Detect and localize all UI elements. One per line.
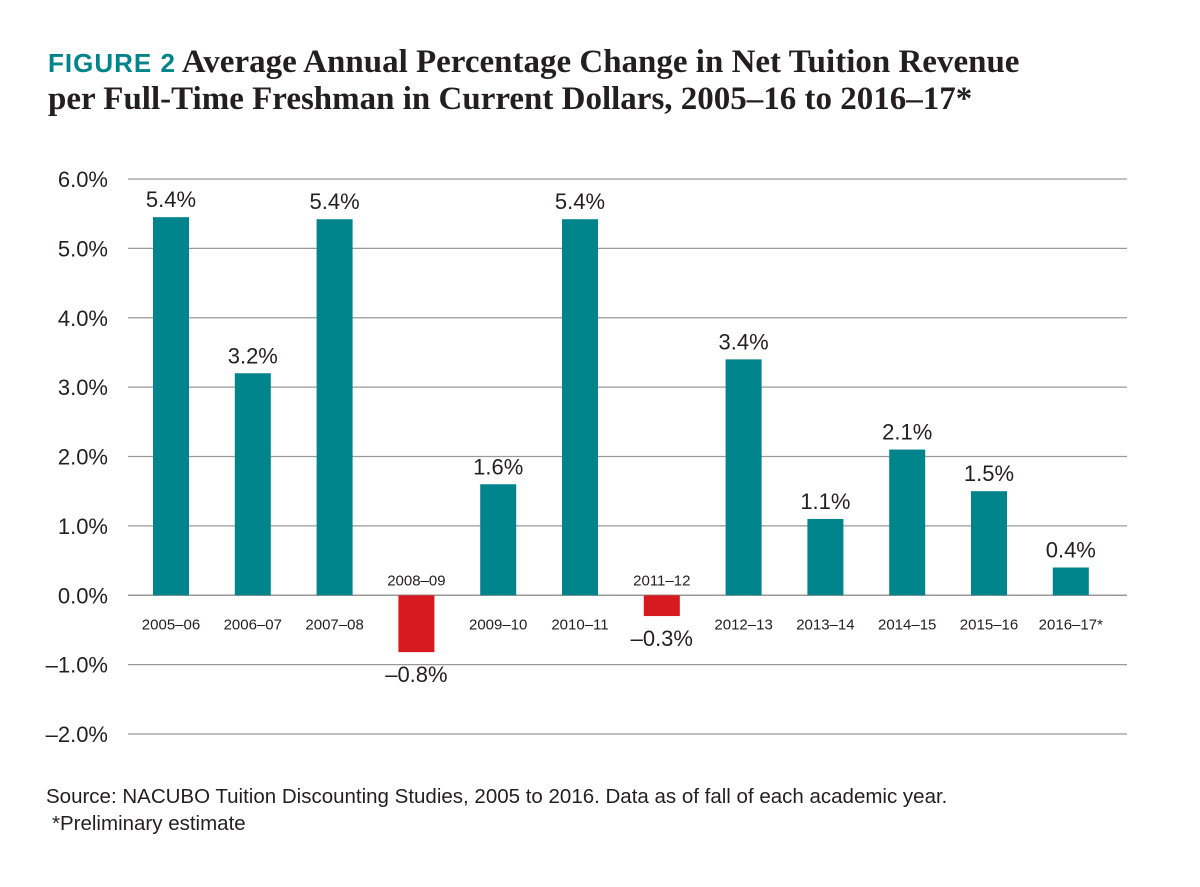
bar [643,595,680,617]
title-line-2: per Full-Time Freshman in Current Dollar… [48,81,973,117]
y-tick-label: 4.0% [58,306,108,331]
data-label: –0.8% [385,662,447,687]
grid-layer [128,178,1127,735]
x-tick-label: 2013–14 [796,616,854,633]
x-tick-label: 2008–09 [387,572,445,589]
x-tick-label: 2005–06 [142,616,200,633]
figure-label: FIGURE 2 [48,48,176,78]
data-label: –0.3% [631,626,693,651]
x-tick-label: 2015–16 [960,616,1018,633]
bar [153,217,189,596]
x-tick-label: 2011–12 [633,572,690,589]
x-axis: 2005–06 2006–07 2007–08 2008–09 2009–10 2010–… [142,572,1103,633]
data-label: 1.6% [473,454,523,479]
bar [971,491,1007,596]
bar [807,518,844,596]
bar [234,373,271,596]
x-tick-label: 2007–08 [305,616,363,633]
y-tick-label: 5.0% [58,236,108,261]
title-line-1: FIGURE 2 Average Annual Percentage Change… [48,44,1168,81]
x-tick-label: 2012–13 [714,616,772,633]
data-labels: 5.4% 3.2% 5.4% –0.8% 1.6% 5.4% –0.3% 3.4% 1.1% 2.… [146,187,1096,687]
y-axis: 6.0% 5.0% 4.0% 3.0% 2.0% 1.0% 0.0% –1.0% –2.0% [46,167,108,747]
y-tick-label: 2.0% [58,445,108,470]
data-label: 3.2% [228,343,278,368]
bars [153,217,1089,653]
footnote-text: *Preliminary estimate [52,812,246,835]
data-label: 5.4% [310,189,360,214]
x-tick-label: 2009–10 [469,616,527,633]
title-text-1: Average Annual Percentage Change in Net … [181,44,1020,80]
source-text: Source: NACUBO Tuition Discounting Studi… [46,785,948,808]
bar [1052,567,1089,596]
data-label: 0.4% [1046,538,1096,563]
x-tick-label: 2014–15 [878,616,936,633]
y-tick-label: –2.0% [46,722,108,747]
data-label: 2.1% [882,420,932,445]
bar [889,449,926,596]
data-label: 5.4% [555,189,605,214]
y-tick-label: –1.0% [46,653,108,678]
data-label: 3.4% [719,329,769,354]
y-tick-label: 6.0% [58,167,108,192]
chart-title: FIGURE 2 Average Annual Percentage Change… [48,44,1168,117]
bar [398,595,435,653]
data-label: 5.4% [146,187,196,212]
bar [316,219,353,596]
data-label: 1.1% [800,489,850,514]
bar [725,359,762,596]
y-tick-label: 0.0% [58,583,108,608]
y-tick-label: 3.0% [58,375,108,400]
data-label: 1.5% [964,461,1014,486]
source-note: Source: NACUBO Tuition Discounting Studi… [46,783,947,837]
bar [480,484,517,596]
y-tick-label: 1.0% [58,514,108,539]
x-tick-label: 2006–07 [224,616,282,633]
x-tick-label: 2016–17* [1039,616,1103,633]
x-tick-label: 2010–11 [551,616,608,633]
bar [562,219,598,596]
